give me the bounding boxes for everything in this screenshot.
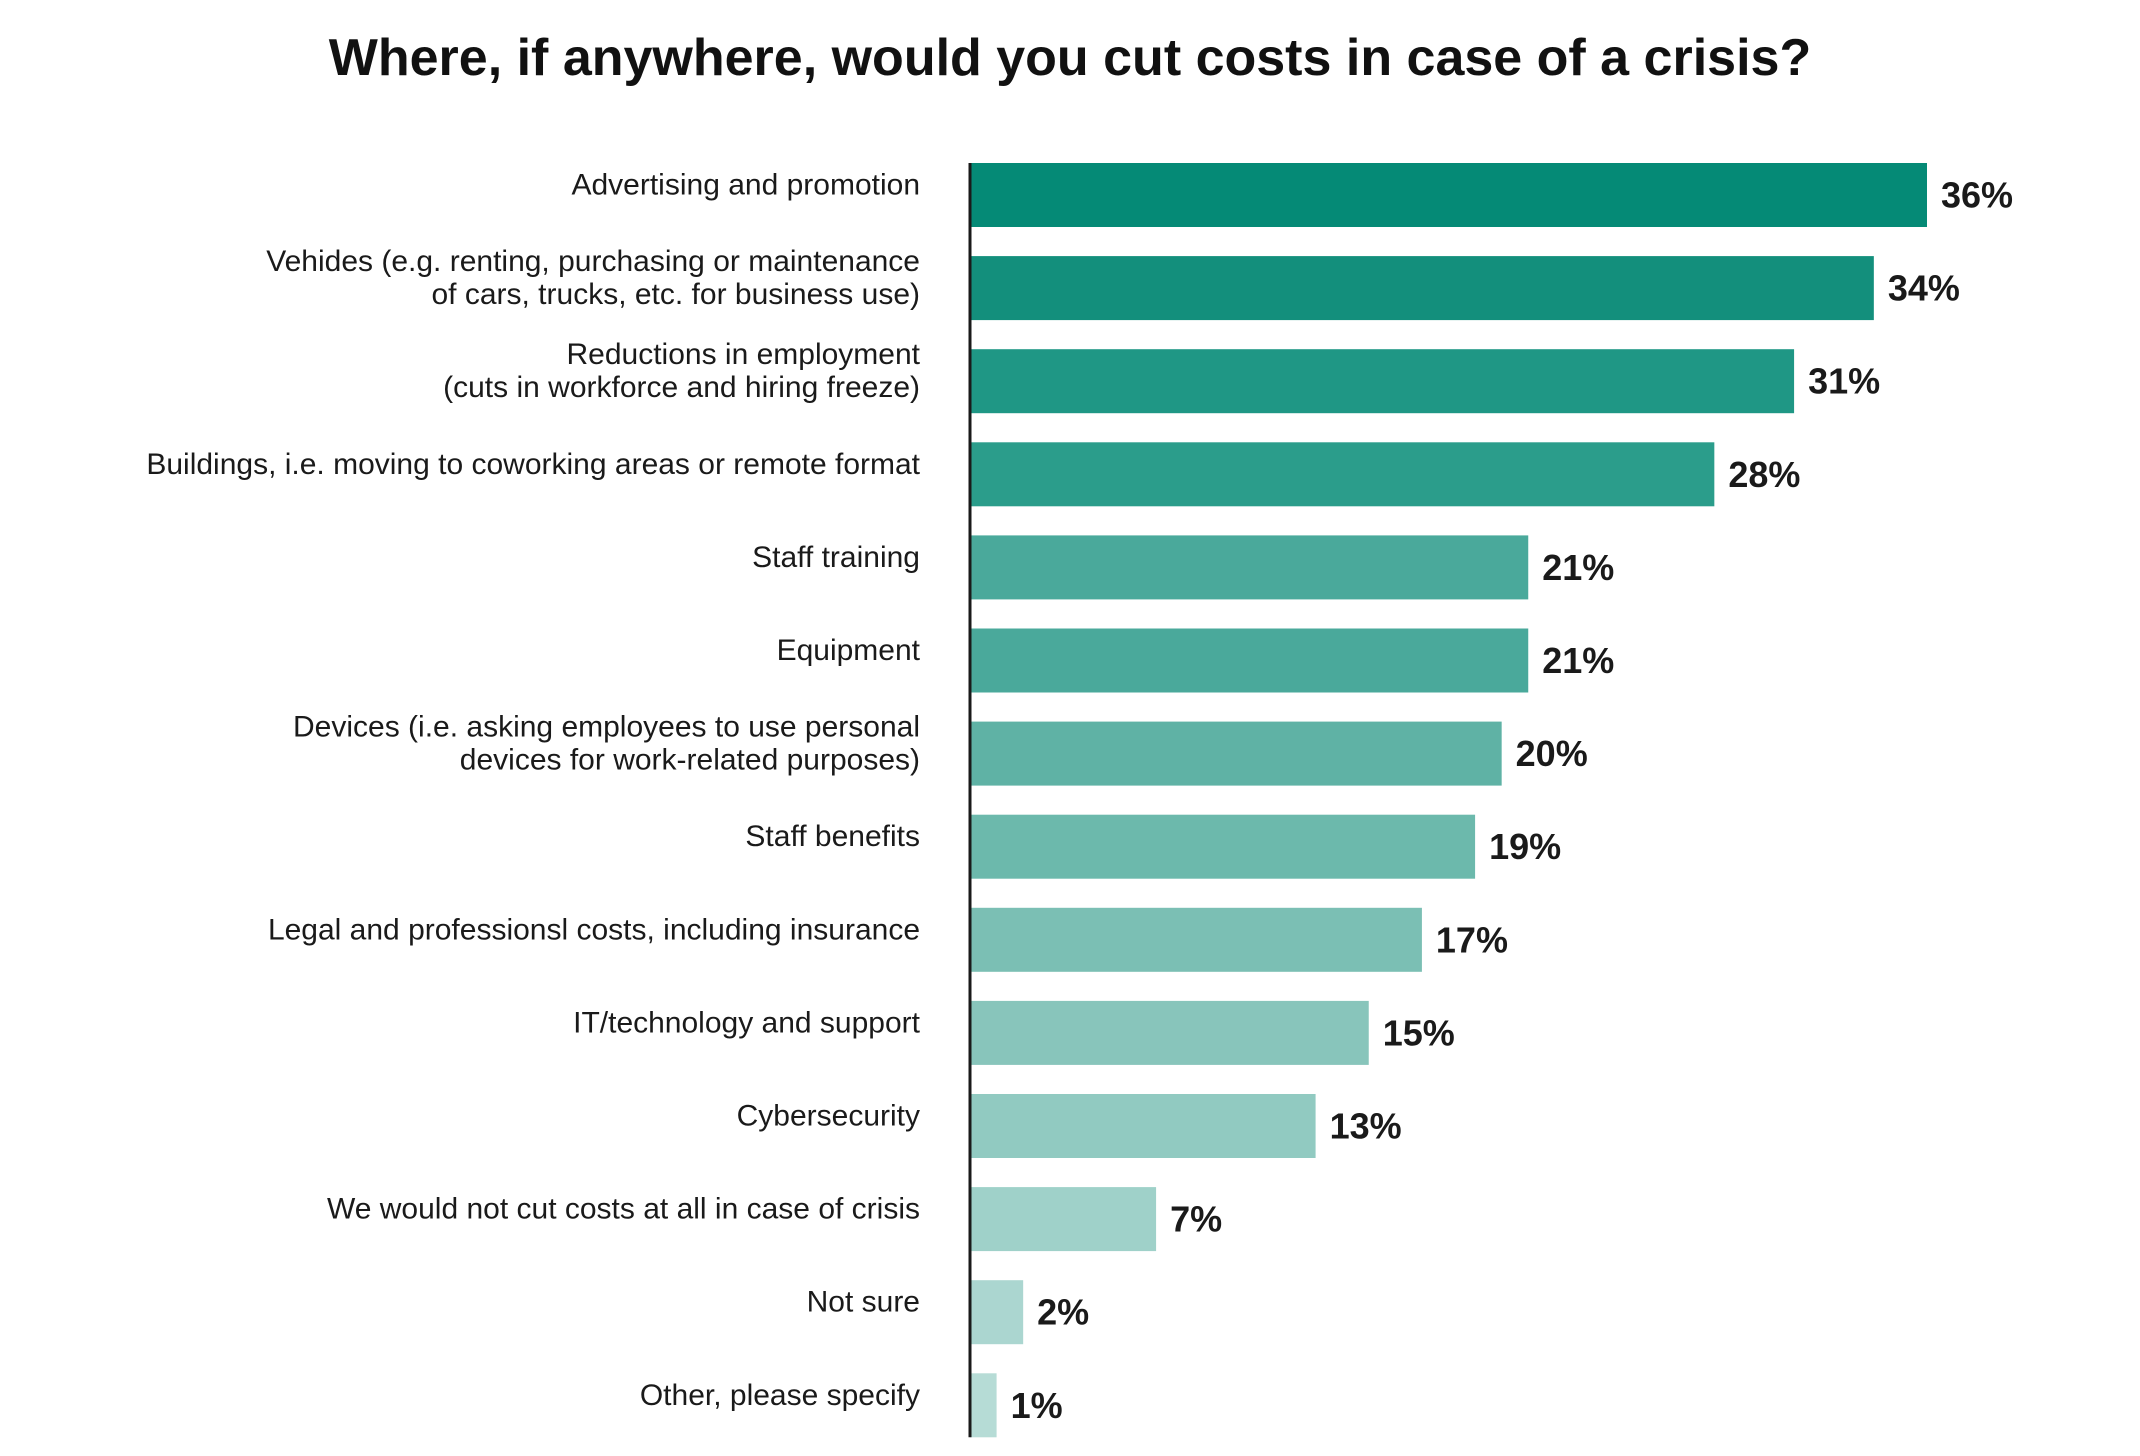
bar-value-label: 28% (1728, 454, 1800, 495)
category-label-line: Equipment (777, 634, 921, 667)
bar-value-label: 1% (1011, 1385, 1063, 1426)
bar (970, 907, 1422, 972)
bar-value-label: 21% (1542, 547, 1614, 588)
bar-value-label: 15% (1383, 1012, 1455, 1053)
category-label-line: IT/technology and support (573, 1006, 921, 1039)
category-label-line: Staff benefits (745, 820, 920, 853)
bar (970, 1280, 1024, 1345)
category-label: Equipment (777, 634, 921, 667)
category-label-line: Cybersecurity (737, 1100, 920, 1133)
category-label-line: Legal and professionsl costs, including … (268, 913, 920, 946)
bar (970, 163, 1927, 227)
category-label-line: Buildings, i.e. moving to coworking area… (146, 448, 920, 481)
category-label-line: Staff training (752, 541, 920, 574)
bars-group (970, 163, 1927, 1438)
bar (970, 814, 1476, 879)
category-label-line: Not sure (807, 1286, 920, 1319)
category-labels-group: Advertising and promotion Vehides (e.g. r… (146, 169, 920, 1412)
category-label: Devices (i.e. asking employees to use pe… (293, 711, 920, 777)
bar (970, 1094, 1316, 1158)
bar (970, 256, 1874, 321)
category-label: Other, please specify (640, 1379, 920, 1412)
bar-value-label: 36% (1941, 175, 2013, 216)
category-label: We would not cut costs at all in case of… (327, 1193, 920, 1226)
bar-value-label: 2% (1037, 1292, 1089, 1333)
bar-value-label: 17% (1436, 919, 1508, 960)
bar-value-label: 13% (1330, 1106, 1402, 1147)
bar (970, 1000, 1369, 1065)
category-label: Legal and professionsl costs, including … (268, 913, 920, 946)
bar (970, 349, 1795, 414)
category-label-line: devices for work-related purposes) (460, 744, 920, 777)
bar (970, 1187, 1157, 1252)
category-label: Not sure (807, 1286, 920, 1319)
category-label: Cybersecurity (737, 1100, 920, 1133)
category-label-line: We would not cut costs at all in case of… (327, 1193, 920, 1226)
category-label-line: Vehides (e.g. renting, purchasing or mai… (266, 245, 920, 278)
bar (970, 721, 1502, 786)
bar (970, 1373, 997, 1438)
category-label-line: (cuts in workforce and hiring freeze) (443, 371, 920, 404)
category-label-line: Reductions in employment (566, 338, 920, 371)
bar-value-label: 34% (1888, 268, 1960, 309)
bar-value-label: 20% (1516, 733, 1588, 774)
bar (970, 442, 1715, 507)
category-label: Vehides (e.g. renting, purchasing or mai… (266, 245, 920, 311)
bar (970, 628, 1529, 693)
category-label: Staff training (752, 541, 920, 574)
category-label-line: Advertising and promotion (571, 169, 920, 202)
category-label: Advertising and promotion (571, 169, 920, 202)
category-label: Reductions in employment (cuts in workfor… (443, 338, 921, 404)
chart-title: Where, if anywhere, would you cut costs … (328, 29, 1812, 87)
category-label: Buildings, i.e. moving to coworking area… (146, 448, 920, 481)
bar (970, 535, 1529, 600)
category-label-line: Other, please specify (640, 1379, 920, 1412)
bar-value-label: 21% (1542, 640, 1614, 681)
value-labels-group: 36% 34% 31% 28% 21% 21% 20% 19% 17% 15% 13% 7% 2% 1% (1011, 175, 2013, 1426)
category-label-line: of cars, trucks, etc. for business use) (431, 278, 920, 311)
category-label: Staff benefits (745, 820, 920, 853)
category-label: IT/technology and support (573, 1006, 921, 1039)
category-label-line: Devices (i.e. asking employees to use pe… (293, 711, 920, 744)
bar-value-label: 31% (1808, 361, 1880, 402)
bar-value-label: 19% (1489, 826, 1561, 867)
bar-value-label: 7% (1170, 1199, 1222, 1240)
